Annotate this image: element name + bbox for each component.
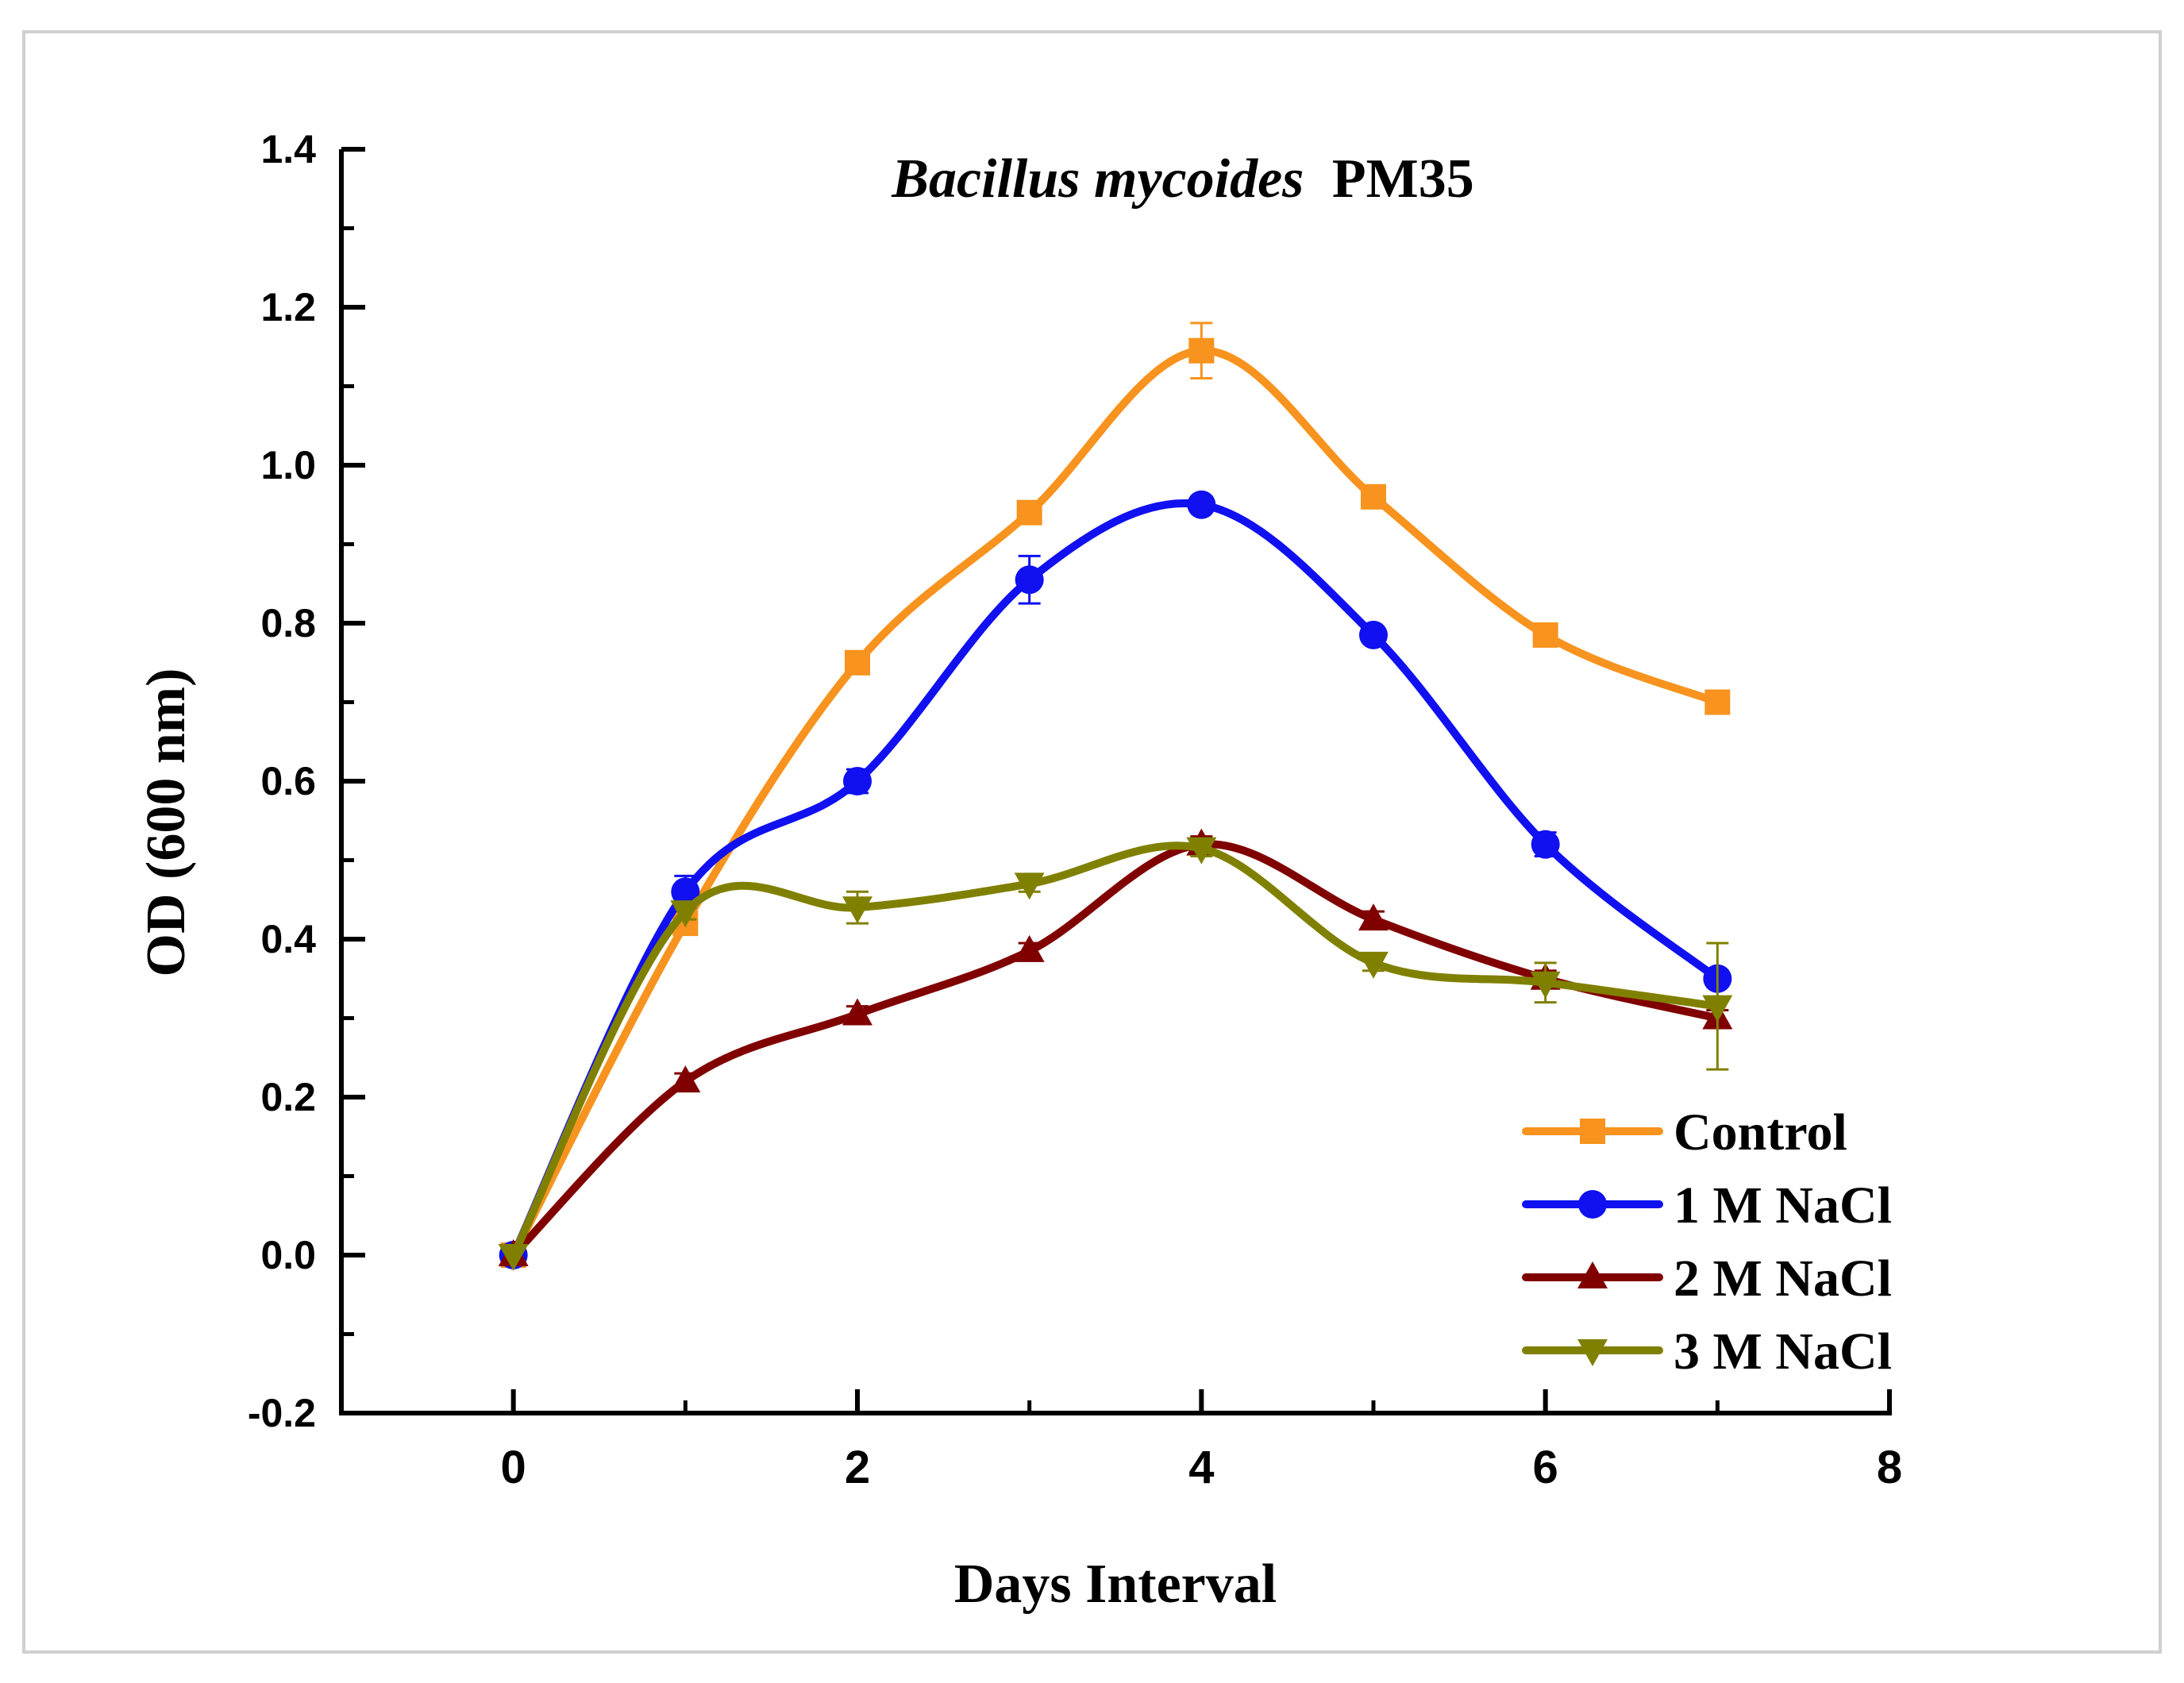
y-tick-label: -0.2 xyxy=(248,1391,316,1435)
data-point-control xyxy=(1361,483,1386,510)
legend-label-2-m-nacl: 2 M NaCl xyxy=(1674,1250,1892,1308)
data-point-control xyxy=(1532,622,1558,648)
data-point-2-m-nacl xyxy=(842,998,872,1026)
axes xyxy=(339,149,1892,1415)
x-tick-label: 4 xyxy=(1188,1442,1214,1493)
legend-marker-control xyxy=(1580,1119,1605,1144)
data-point-3-m-nacl xyxy=(1014,872,1045,900)
x-tick-label: 8 xyxy=(1877,1442,1902,1493)
data-point-3-m-nacl xyxy=(1358,951,1389,979)
data-point-3-m-nacl xyxy=(842,896,872,924)
data-point-3-m-nacl xyxy=(1702,995,1733,1023)
data-point-1-m-nacl xyxy=(843,767,872,795)
data-point-2-m-nacl xyxy=(1014,934,1045,962)
series-line-control xyxy=(509,346,1722,1259)
y-tick-label: 0.6 xyxy=(260,759,316,803)
data-point-control xyxy=(1016,499,1042,526)
chart-title-italic: Bacillus mycoides xyxy=(891,148,1304,210)
series-group xyxy=(498,322,1733,1271)
legend-label-1-m-nacl: 1 M NaCl xyxy=(1674,1177,1892,1234)
y-tick-label: 0.2 xyxy=(260,1075,316,1119)
y-axis-title: OD (600 nm) xyxy=(136,668,197,977)
legend-label-control: Control xyxy=(1674,1103,1847,1161)
data-point-control xyxy=(845,649,870,676)
legend-marker-3-m-nacl xyxy=(1577,1339,1608,1366)
y-tick-label: 1.4 xyxy=(260,127,316,171)
y-tick-label: 1.2 xyxy=(260,285,316,329)
data-point-2-m-nacl xyxy=(1358,903,1389,931)
data-point-3-m-nacl xyxy=(1186,837,1217,865)
legend-marker-1-m-nacl xyxy=(1578,1190,1607,1219)
data-point-3-m-nacl xyxy=(670,900,701,928)
x-ticks: 0 2 4 6 8 xyxy=(339,1389,1902,1493)
x-tick-label: 2 xyxy=(845,1442,870,1493)
series-1-m-nacl xyxy=(499,490,1732,1269)
chart-title: Bacillus mycoides PM35 xyxy=(891,148,1473,210)
x-axis-title: Days Interval xyxy=(954,1554,1277,1615)
data-point-1-m-nacl xyxy=(671,877,700,907)
y-tick-label: 0.8 xyxy=(260,601,316,645)
y-tick-label: 1.0 xyxy=(260,443,316,487)
series-line-3-m-nacl xyxy=(509,842,1722,1259)
y-tick-label: 0.0 xyxy=(260,1233,316,1277)
legend-label-3-m-nacl: 3 M NaCl xyxy=(1674,1323,1892,1381)
data-point-control xyxy=(1704,689,1731,715)
data-point-1-m-nacl xyxy=(1015,565,1044,595)
data-point-1-m-nacl xyxy=(1531,830,1560,859)
series-3-m-nacl xyxy=(498,837,1733,1271)
data-point-3-m-nacl xyxy=(1530,971,1561,999)
y-ticks: -0.2 0.0 0.2 0.4 0.6 0.8 1.0 1.2 1.4 xyxy=(248,127,365,1435)
x-tick-label: 6 xyxy=(1533,1442,1558,1493)
legend: Control 1 M NaCl 2 M NaCl 3 M NaCl xyxy=(1522,1103,1892,1381)
y-tick-label: 0.4 xyxy=(260,917,316,961)
figure-frame xyxy=(22,30,2162,1654)
data-point-1-m-nacl xyxy=(1187,490,1216,519)
series-control xyxy=(500,322,1731,1268)
data-point-2-m-nacl xyxy=(670,1065,701,1093)
data-point-3-m-nacl xyxy=(498,1244,529,1271)
legend-marker-2-m-nacl xyxy=(1577,1261,1608,1288)
series-line-1-m-nacl xyxy=(509,499,1722,1259)
x-tick-label: 0 xyxy=(501,1442,526,1493)
chart-title-rest: PM35 xyxy=(1332,148,1474,210)
data-point-1-m-nacl xyxy=(1359,620,1388,649)
data-point-control xyxy=(1188,337,1215,364)
